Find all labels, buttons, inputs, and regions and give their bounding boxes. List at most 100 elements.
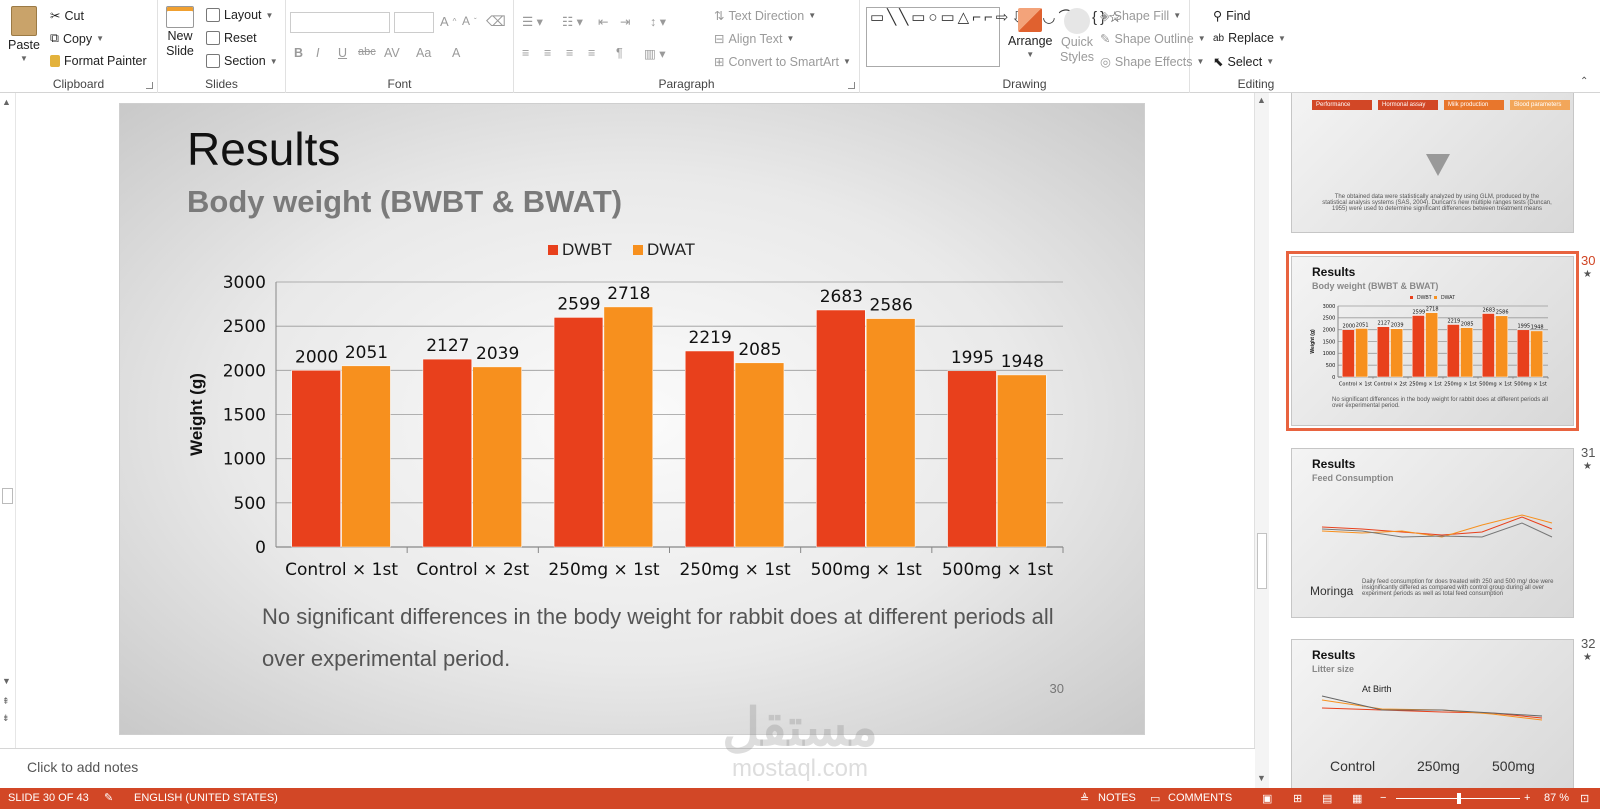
reading-view-icon[interactable]: ▤	[1322, 793, 1333, 805]
data-label: 2586	[1496, 310, 1509, 316]
layout-button[interactable]: Layout ▼	[206, 8, 273, 22]
comments-button[interactable]: COMMENTS	[1168, 792, 1233, 804]
legend-label: DWBT	[562, 240, 612, 259]
shapes-gallery[interactable]: ▭╲╲▭○▭△⌐⌐⇨⇩⇨◡⌒∿{}☆	[866, 7, 1122, 67]
slide-thumbnail[interactable]: Results Feed Consumption Moringa Daily f…	[1291, 448, 1574, 618]
zoom-in-icon[interactable]: +	[1524, 792, 1531, 804]
slide-subtitle[interactable]: Body weight (BWBT & BWAT)	[187, 184, 623, 219]
slide-thumbnail-selected[interactable]: Results Body weight (BWBT & BWAT) DWBT DW…	[1286, 251, 1579, 431]
thumb-title: Results	[1312, 457, 1356, 471]
reset-button[interactable]: Reset	[206, 31, 257, 45]
scroll-down-icon[interactable]: ▼	[1257, 773, 1266, 783]
chevron-down-icon: ▼	[808, 11, 817, 20]
line-spacing-icon[interactable]: ↕ ▾	[650, 15, 666, 29]
zoom-out-icon[interactable]: −	[1380, 792, 1387, 804]
change-case-button[interactable]: Aa	[416, 46, 432, 60]
dialog-launcher-icon[interactable]	[146, 82, 153, 89]
dialog-launcher-icon[interactable]	[848, 82, 855, 89]
font-size-select[interactable]	[394, 12, 434, 33]
normal-view-icon[interactable]: ▣	[1262, 793, 1273, 805]
data-label: 2599	[557, 294, 600, 314]
align-right-icon[interactable]: ≡	[566, 46, 574, 60]
shape-effects-button[interactable]: ◎ Shape Effects ▼	[1100, 54, 1205, 70]
slideshow-icon[interactable]: ▦	[1352, 793, 1363, 805]
text-direction-button[interactable]: ⇅ Text Direction ▼	[714, 8, 817, 24]
slide-canvas[interactable]: Results Body weight (BWBT & BWAT) DWBT DW…	[119, 103, 1145, 735]
paste-button[interactable]: Paste ▼	[8, 6, 40, 63]
slide-thumbnail[interactable]: Performance Hormonal assay Milk producti…	[1291, 93, 1574, 233]
zoom-level[interactable]: 87 %	[1544, 792, 1570, 804]
notes-placeholder[interactable]: Click to add notes	[27, 759, 139, 775]
arrange-button[interactable]: Arrange ▼	[1008, 8, 1052, 59]
copy-button[interactable]: ⧉ Copy ▼	[50, 31, 105, 46]
thumb-tab: Milk production	[1444, 100, 1504, 110]
select-button[interactable]: ⬉ Select ▼	[1213, 54, 1275, 70]
bar	[1481, 313, 1495, 378]
clear-format-icon[interactable]: ⌫	[486, 13, 506, 29]
quick-styles-icon	[1064, 8, 1091, 34]
bar	[684, 350, 735, 548]
language-indicator[interactable]: ENGLISH (UNITED STATES)	[134, 792, 278, 804]
scroll-down-icon[interactable]: ▼	[2, 676, 11, 686]
scrollbar-thumb[interactable]	[2, 488, 13, 504]
previous-slide-icon[interactable]: ⇞	[2, 696, 10, 706]
strikethrough-button[interactable]: abc	[358, 46, 376, 58]
quick-styles-button[interactable]: Quick Styles	[1060, 8, 1094, 64]
indent-decrease-icon[interactable]: ⇤	[598, 15, 609, 29]
font-family-select[interactable]	[290, 12, 390, 33]
fit-slide-icon[interactable]: ⊡	[1580, 793, 1590, 805]
next-slide-icon[interactable]: ⇟	[2, 713, 10, 723]
find-button[interactable]: ⚲ Find	[1213, 8, 1251, 24]
grow-font-button[interactable]: A ^	[440, 14, 457, 29]
notes-pane[interactable]: Click to add notes	[0, 748, 1255, 788]
bold-button[interactable]: B	[294, 46, 304, 60]
paint-bucket-icon: ◈	[1100, 9, 1110, 23]
columns-icon[interactable]: ▥ ▾	[644, 47, 666, 61]
indent-increase-icon[interactable]: ⇥	[620, 15, 631, 29]
bullets-icon[interactable]: ☰ ▾	[522, 15, 543, 29]
slide-sorter-icon[interactable]: ⊞	[1293, 793, 1303, 805]
slide-title[interactable]: Results	[187, 123, 341, 175]
collapse-ribbon-icon[interactable]: ⌃	[1580, 76, 1589, 87]
section-button[interactable]: Section ▼	[206, 54, 278, 68]
comment-icon[interactable]: ▭	[1150, 793, 1161, 805]
cut-button[interactable]: ✂ Cut	[50, 8, 84, 24]
new-slide-button[interactable]: New Slide	[166, 6, 194, 58]
notes-button[interactable]: NOTES	[1098, 792, 1136, 804]
spelling-check-icon[interactable]: ✎	[104, 792, 114, 804]
slide-body-text[interactable]: No significant differences in the body w…	[262, 604, 1054, 671]
scroll-up-icon[interactable]: ▲	[2, 97, 11, 107]
binoculars-icon: ⚲	[1213, 9, 1223, 23]
shape-outline-button[interactable]: ✎ Shape Outline ▼	[1100, 31, 1206, 47]
replace-button[interactable]: ab Replace ▼	[1213, 31, 1286, 45]
text-direction-rtl-icon[interactable]: ¶	[616, 46, 623, 60]
x-tick-label: 250mg × 1st	[679, 560, 791, 580]
bar	[866, 318, 916, 548]
thumb-line-chart	[1321, 695, 1543, 721]
notes-toggle-icon[interactable]: ≜	[1080, 793, 1090, 805]
slide-thumbnail[interactable]: Results Litter size At Birth Control 250…	[1291, 639, 1574, 788]
numbering-icon[interactable]: ☷ ▾	[562, 15, 583, 29]
bar-chart[interactable]: DWBT DWAT 0 500 1000 1500 2000 2500 3000 Weight (…	[120, 229, 1145, 589]
editing-group: ⚲ Find ab Replace ▼ ⬉ Select ▼ Editing	[1205, 0, 1307, 93]
font-color-button[interactable]: A	[452, 46, 461, 60]
editor-scrollbar[interactable]: ▲ ▼	[1254, 93, 1269, 788]
zoom-slider-handle[interactable]	[1457, 793, 1461, 804]
scrollbar-thumb[interactable]	[1257, 533, 1267, 589]
char-spacing-button[interactable]: AV	[384, 46, 400, 60]
format-painter-button[interactable]: Format Painter	[50, 54, 147, 68]
bar	[947, 370, 997, 548]
shape-fill-button[interactable]: ◈ Shape Fill ▼	[1100, 8, 1182, 24]
x-tick-label: 500mg × 1st	[1479, 381, 1512, 387]
align-text-button[interactable]: ⊟ Align Text ▼	[714, 31, 795, 47]
align-center-icon[interactable]: ≡	[544, 46, 552, 60]
thumb-title: Results	[1312, 265, 1356, 279]
x-tick-label: 250mg × 1st	[1409, 381, 1442, 387]
underline-button[interactable]: U	[338, 46, 348, 60]
italic-button[interactable]: I	[316, 46, 320, 60]
scroll-up-icon[interactable]: ▲	[1257, 95, 1266, 105]
justify-icon[interactable]: ≡	[588, 46, 596, 60]
align-left-icon[interactable]: ≡	[522, 46, 530, 60]
convert-smartart-button[interactable]: ⊞ Convert to SmartArt ▼	[714, 54, 851, 70]
